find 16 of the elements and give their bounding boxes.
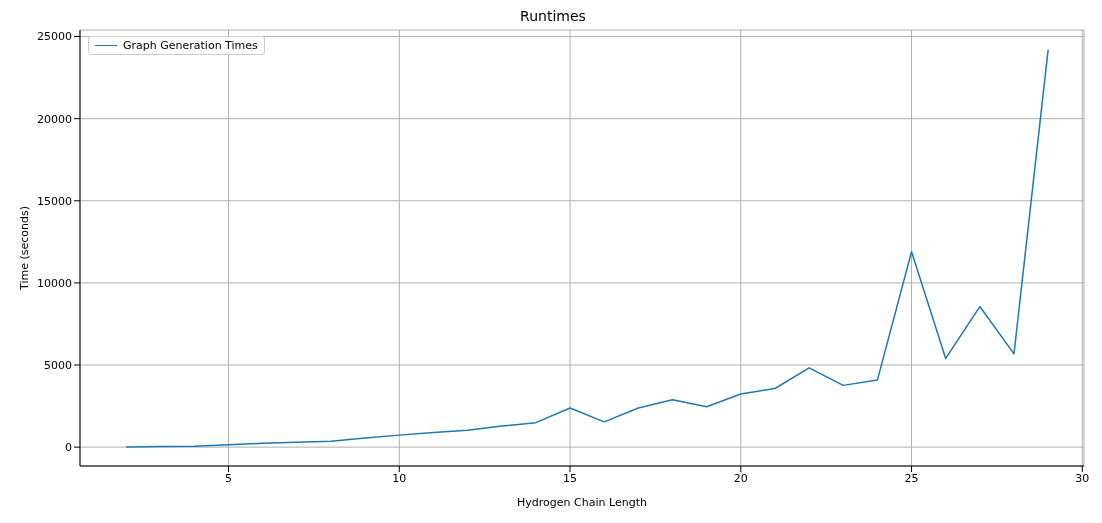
- x-axis-title: Hydrogen Chain Length: [517, 496, 647, 509]
- legend-label: Graph Generation Times: [123, 39, 258, 52]
- y-tick-label: 0: [65, 441, 72, 455]
- x-tick-label: 20: [733, 471, 748, 485]
- chart-title: Runtimes: [519, 8, 587, 26]
- y-axis-title: Time (seconds): [17, 206, 31, 291]
- x-tick-label: 5: [225, 471, 233, 485]
- x-tick-label: 15: [563, 471, 578, 485]
- y-tick-label: 20000: [37, 112, 72, 126]
- y-tick-label: 25000: [37, 30, 72, 44]
- y-tick-label: 10000: [37, 276, 72, 290]
- x-tick-label: 30: [1075, 471, 1090, 485]
- y-tick-label: 5000: [44, 358, 72, 372]
- x-tick-label: 25: [904, 471, 919, 485]
- x-tick-label: 10: [392, 471, 407, 485]
- y-tick-label: 15000: [37, 194, 72, 208]
